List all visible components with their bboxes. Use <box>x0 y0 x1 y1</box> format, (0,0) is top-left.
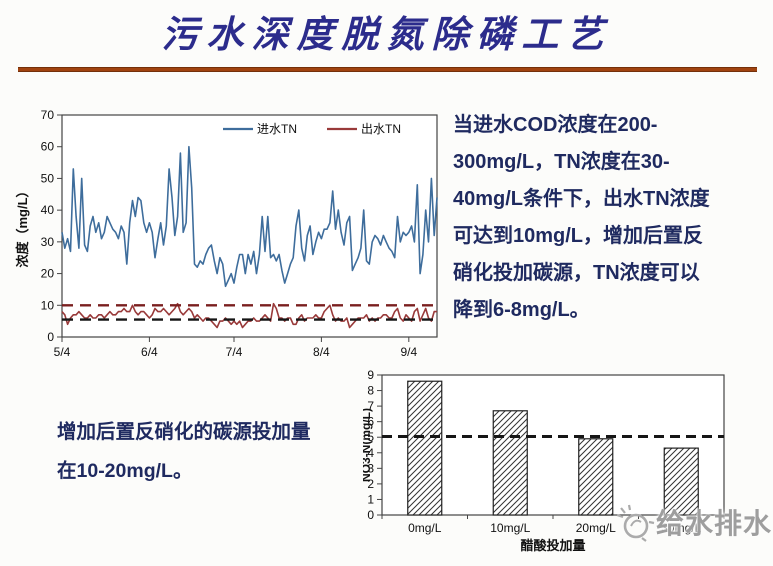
y-tick-label: 5 <box>367 430 374 444</box>
x-tick-label: 6/4 <box>141 345 158 359</box>
watermark: 给水排水 <box>612 500 772 544</box>
y-tick-label: 0 <box>47 330 54 344</box>
x-category-label: 30mg/L <box>661 521 701 535</box>
no3n-bar-chart: 0 1 2 3 4 5 6 7 8 9 0mg/L 10mg/L 20mg/L 30mg/L 醋酸投加量 NO… <box>363 361 765 561</box>
water-drop-logo-icon <box>616 504 655 542</box>
y-tick-label: 20 <box>41 267 55 281</box>
x-axis-title: 醋酸投加量 <box>520 538 585 553</box>
y-axis-title: NO3-N(mg/L) <box>363 408 373 482</box>
plot-border <box>61 114 438 338</box>
legend-label: 出水TN <box>361 122 401 136</box>
tn-line-chart: 0 10 20 30 40 50 60 70 5/4 6/4 7/4 8/4 9/4 浓度（mg/L） 进水… <box>15 103 447 361</box>
x-tick-label: 9/4 <box>400 345 417 359</box>
y-tick-label: 30 <box>41 235 55 249</box>
text-line: 300mg/L，TN浓度在30- <box>453 151 670 173</box>
y-tick-label: 50 <box>41 171 55 185</box>
x-tick-label: 7/4 <box>226 345 243 359</box>
text-line: 增加后置反硝化的碳源投加量 <box>57 421 311 443</box>
y-tick-label: 40 <box>41 203 55 217</box>
page-title: 污水深度脱氮除磷工艺 <box>161 12 612 56</box>
y-tick-label: 0 <box>367 508 374 522</box>
bar-30mg/L <box>663 447 699 516</box>
y-tick-label: 2 <box>367 477 374 491</box>
y-axis-title: 浓度（mg/L） <box>15 184 30 267</box>
x-category-label: 20mg/L <box>576 521 616 535</box>
text-line: 40mg/L条件下，出水TN浓度 <box>453 188 710 210</box>
text-line: 降到6-8mg/L。 <box>453 299 590 321</box>
bar-10mg/L <box>492 410 528 516</box>
bar-0mg/L <box>407 380 443 516</box>
y-tick-label: 1 <box>367 492 374 506</box>
tn-line-chart-svg: 0 10 20 30 40 50 60 70 5/4 6/4 7/4 8/4 9/4 浓度（mg/L） 进水… <box>15 108 438 359</box>
y-tick-label: 10 <box>41 298 55 312</box>
series-进水TN <box>61 145 438 288</box>
y-tick-label: 70 <box>41 108 55 122</box>
y-tick-label: 6 <box>367 415 374 429</box>
cod-tn-description: 当进水COD浓度在200- 300mg/L，TN浓度在30- 40mg/L条件下… <box>453 107 773 329</box>
x-category-label: 0mg/L <box>408 521 442 535</box>
x-tick-label: 8/4 <box>313 345 330 359</box>
y-tick-label: 9 <box>367 368 374 382</box>
carbon-dosing-note: 增加后置反硝化的碳源投加量 在10-20mg/L。 <box>57 413 397 491</box>
text-line: 当进水COD浓度在200- <box>453 114 658 136</box>
y-tick-label: 8 <box>367 384 374 398</box>
no3n-bar-chart-svg: 0 12 34 56 78 9 0mg/L 10mg/L 20mg/L 30mg/L 醋酸投加量 NO… <box>363 368 725 553</box>
x-category-label: 10mg/L <box>490 521 530 535</box>
bar-20mg/L <box>578 438 614 516</box>
y-tick-label: 60 <box>41 140 55 154</box>
y-tick-label: 4 <box>367 446 374 460</box>
text-line: 在10-20mg/L。 <box>57 460 193 482</box>
x-tick-label: 5/4 <box>54 345 71 359</box>
text-line: 可达到10mg/L，增加后置反 <box>453 225 704 247</box>
text-line: 硝化投加碳源，TN浓度可以 <box>453 262 700 284</box>
watermark-text: 给水排水 <box>656 508 773 539</box>
title-divider <box>18 67 757 72</box>
legend-label: 进水TN <box>257 122 297 136</box>
y-tick-label: 3 <box>367 461 374 475</box>
y-tick-label: 7 <box>367 399 374 413</box>
